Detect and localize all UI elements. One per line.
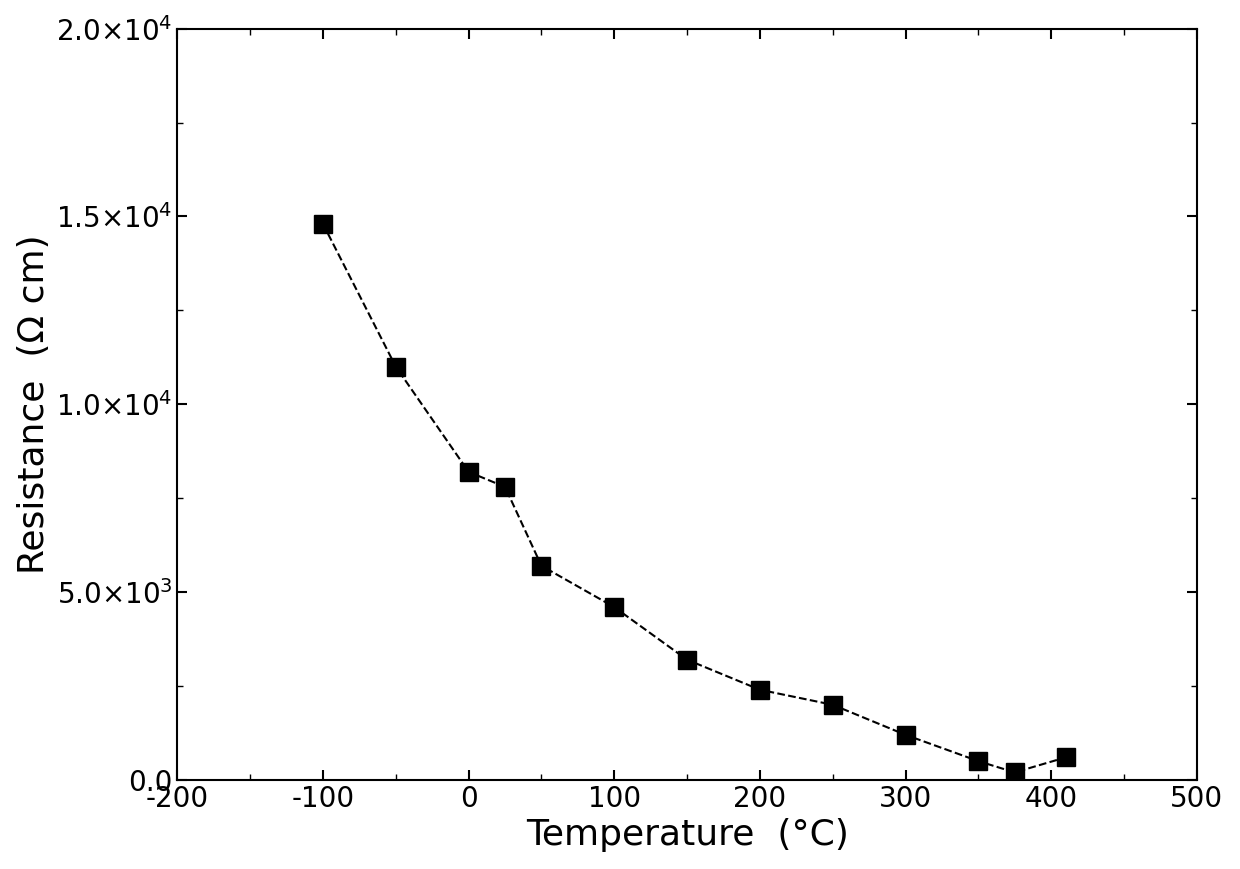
Y-axis label: Resistance  (Ω cm): Resistance (Ω cm) bbox=[16, 235, 51, 574]
X-axis label: Temperature  (°C): Temperature (°C) bbox=[526, 819, 848, 852]
